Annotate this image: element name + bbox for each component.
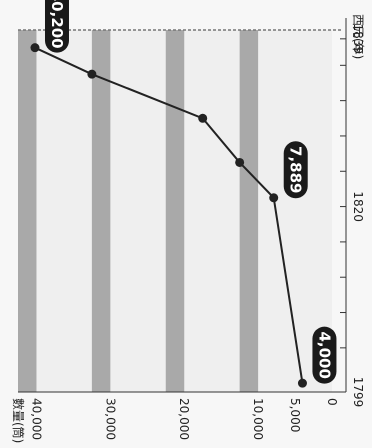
annotation-label: 4,000	[315, 331, 333, 378]
shaded-band	[18, 30, 37, 392]
data-point	[198, 113, 208, 123]
series-line	[34, 46, 304, 384]
value-tick-label: 5,000	[288, 398, 302, 432]
value-tick-label: 30,000	[103, 398, 117, 440]
data-point	[30, 43, 40, 53]
value-tick-label: 20,000	[177, 398, 191, 440]
value-tick-label: 0	[325, 398, 339, 406]
data-point	[269, 193, 279, 203]
annotation-label: 7,889	[287, 146, 305, 193]
annotation-badge	[312, 326, 337, 384]
year-axis-title: 西元(年)	[351, 14, 365, 59]
value-tick-label: 10,000	[251, 398, 265, 440]
data-point	[235, 157, 245, 167]
annotation-badge	[283, 141, 308, 199]
year-tick-label: 1799	[351, 377, 365, 408]
value-axis-title: 數量(筒)	[11, 398, 26, 443]
data-point	[297, 378, 307, 388]
annotation-label: 40,200	[48, 0, 66, 49]
annotation-badge	[44, 0, 69, 53]
shaded-band	[91, 30, 111, 392]
shaded-band	[165, 30, 185, 392]
shaded-band	[239, 30, 259, 392]
year-tick-label: 1820	[351, 191, 365, 222]
data-point	[87, 69, 97, 79]
year-tick-label: 1839	[351, 24, 365, 55]
value-tick-label: 40,000	[29, 398, 43, 440]
